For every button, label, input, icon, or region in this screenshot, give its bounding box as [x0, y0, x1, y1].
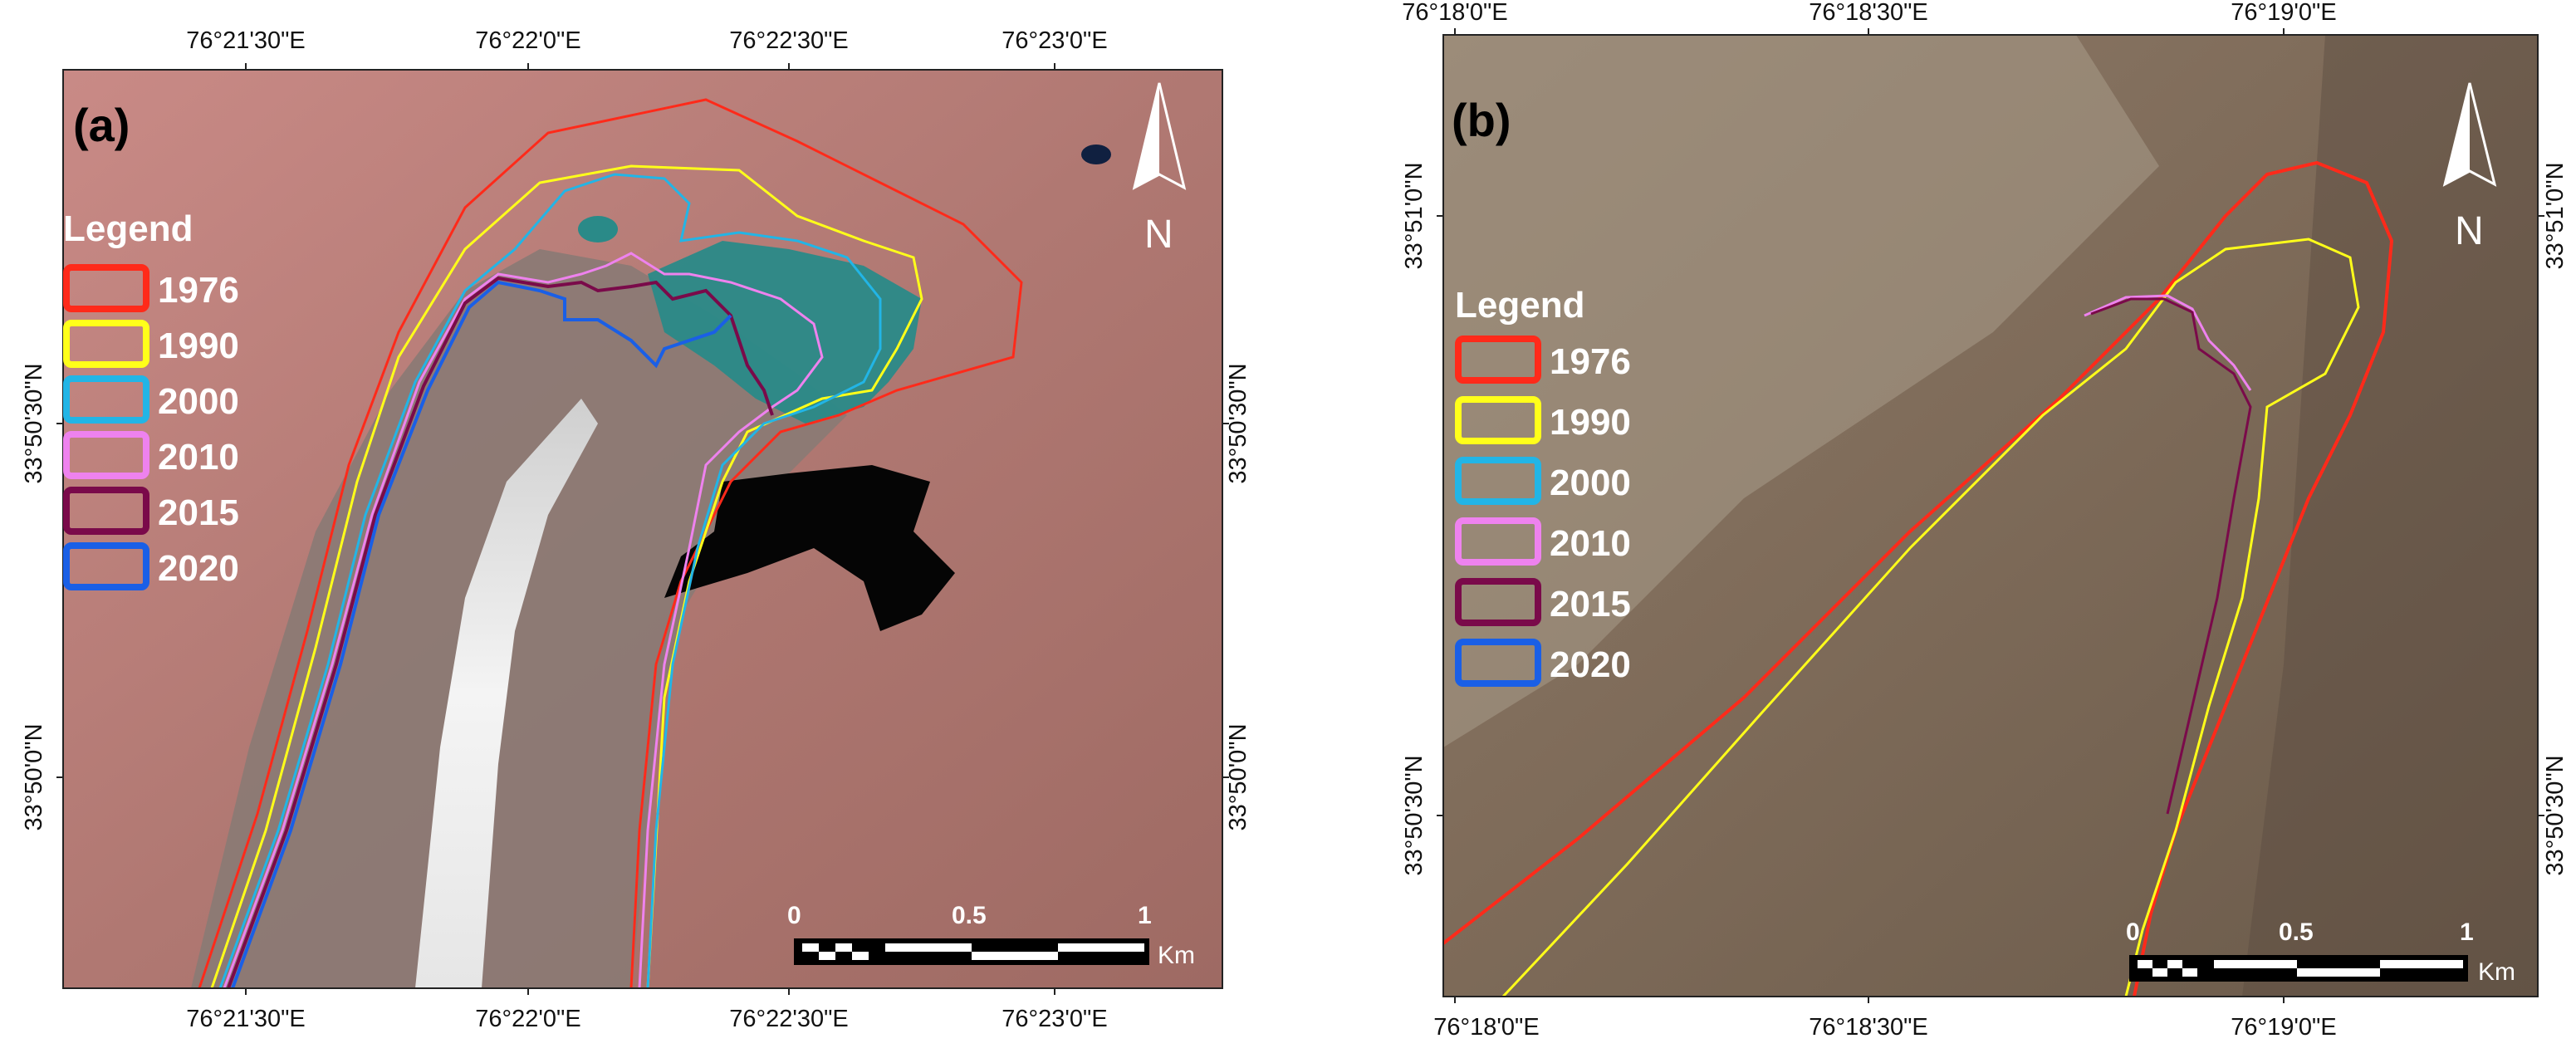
legend-label-1990: 1990	[1550, 402, 1631, 443]
legend-label-2000: 2000	[1550, 463, 1631, 503]
panel-a-shadow	[664, 465, 955, 631]
panel-a-snow-streak	[415, 399, 598, 988]
panel-b-legend: Legend 1976 1990 2000 2010 2015 2020	[1455, 285, 1631, 687]
panel-a-legend: Legend 1976 1990 2000 2010 2015 2020	[63, 208, 239, 590]
panel-a-bottom-tick-3: 76°22'30"E	[729, 1006, 849, 1032]
panel-b-top-tick-3: 76°19'0"E	[2231, 0, 2336, 26]
panel-b-label: (b)	[1452, 94, 1511, 146]
legend-label-2020: 2020	[1550, 644, 1631, 685]
panel-a-left-tick-2: 33°50'0"N	[21, 723, 47, 830]
outline-2010	[2084, 294, 2252, 391]
outline-2000	[218, 173, 882, 989]
legend-swatch-2015	[1455, 578, 1541, 626]
legend-swatch-1990	[1455, 396, 1541, 444]
legend-swatch-2010	[1455, 517, 1541, 566]
panel-a-small-lake-left	[578, 216, 618, 242]
legend-label-2015: 2015	[158, 492, 239, 533]
panel-a-top-tick-1: 76°21'30"E	[186, 27, 306, 54]
outline-1976	[1442, 160, 2394, 997]
panel-b-scale-bar: 0 0.5 1 Km	[2126, 918, 2515, 986]
panel-b-scale-unit: Km	[2478, 958, 2515, 986]
panel-b-bottom-tick-1: 76°18'0"E	[1433, 1014, 1539, 1041]
panel-a-label: (a)	[73, 99, 130, 151]
legend-swatch-2020	[63, 542, 149, 590]
legend-swatch-2020	[1455, 639, 1541, 687]
legend-swatch-1976	[63, 264, 149, 312]
panel-a-top-tick-2: 76°22'0"E	[475, 27, 580, 54]
panel-b-scale-1: 1	[2460, 918, 2474, 946]
panel-a-scale-0-5: 0.5	[952, 902, 987, 929]
legend-label-2010: 2010	[158, 437, 239, 478]
panel-b-glacier-outlines	[1442, 160, 2394, 998]
panel-b-scale-0-5: 0.5	[2279, 918, 2314, 946]
panel-a-scale-0: 0	[787, 902, 801, 929]
panel-a-bottom-tick-4: 76°23'0"E	[1002, 1006, 1107, 1032]
panel-a-bottom-tick-2: 76°22'0"E	[475, 1006, 580, 1032]
panel-b-scale-0: 0	[2126, 918, 2140, 946]
panel-a-scale-1: 1	[1138, 902, 1152, 929]
panel-a-top-tick-4: 76°23'0"E	[1002, 27, 1107, 54]
legend-label-2015: 2015	[1550, 584, 1631, 625]
panel-b-north-label: N	[2455, 209, 2484, 253]
panel-b-map-frame	[1442, 34, 2539, 997]
legend-label-2000: 2000	[158, 381, 239, 422]
panel-a: (a) Legend 1976 1990 2000 2010 2015 2020 N 0 …	[21, 27, 1251, 1032]
panel-b-legend-title: Legend	[1455, 285, 1584, 326]
panel-a-glacier-outlines	[198, 98, 1023, 989]
panel-a-map-frame	[62, 69, 1223, 989]
panel-a-glacier-valley	[191, 249, 847, 988]
panel-b: (b) Legend 1976 1990 2000 2010 2015 2020 N 0 …	[1401, 0, 2569, 1041]
legend-swatch-2000	[63, 375, 149, 424]
legend-label-1990: 1990	[158, 326, 239, 366]
panel-b-left-tick-2: 33°50'30"N	[1401, 755, 1428, 875]
panel-b-top-tick-1: 76°18'0"E	[1402, 0, 1507, 26]
panel-a-scale-bar: 0 0.5 1 Km	[787, 902, 1195, 969]
legend-swatch-1976	[1455, 336, 1541, 384]
panel-a-top-tick-3: 76°22'30"E	[729, 27, 849, 54]
panel-a-right-tick-2: 33°50'0"N	[1225, 723, 1251, 830]
panel-a-bottom-tick-1: 76°21'30"E	[186, 1006, 306, 1032]
legend-swatch-2000	[1455, 457, 1541, 505]
legend-label-2010: 2010	[1550, 523, 1631, 564]
panel-a-proglacial-lake	[648, 241, 922, 424]
panel-a-left-tick-1: 33°50'30"N	[21, 363, 47, 483]
panel-b-ticks	[1437, 28, 2544, 1003]
outline-1990	[1501, 238, 2360, 998]
panel-a-ticks	[56, 63, 1229, 995]
panel-b-dark-area	[2242, 35, 2538, 997]
panel-a-small-pond	[1081, 144, 1111, 164]
legend-swatch-1990	[63, 320, 149, 368]
panel-a-legend-title: Legend	[63, 208, 193, 249]
outline-2010	[223, 252, 824, 989]
panel-b-bottom-tick-3: 76°19'0"E	[2231, 1014, 2336, 1041]
legend-swatch-2010	[63, 431, 149, 479]
panel-b-bottom-tick-2: 76°18'30"E	[1809, 1014, 1928, 1041]
outline-2015	[227, 276, 774, 989]
panel-a-scale-unit: Km	[1158, 942, 1195, 969]
outline-2015	[2090, 297, 2252, 815]
legend-label-2020: 2020	[158, 548, 239, 589]
panel-b-north-arrow: N	[2442, 82, 2497, 253]
panel-b-left-tick-1: 33°51'0"N	[1401, 162, 1428, 269]
panel-b-top-tick-2: 76°18'30"E	[1809, 0, 1928, 26]
panel-b-right-tick-1: 33°51'0"N	[2542, 162, 2569, 269]
panel-a-north-label: N	[1144, 213, 1173, 257]
legend-swatch-2015	[63, 487, 149, 535]
panel-a-north-arrow: N	[1132, 82, 1187, 257]
panel-b-light-area	[1443, 35, 2159, 747]
legend-label-1976: 1976	[158, 270, 239, 311]
panel-a-right-tick-1: 33°50'30"N	[1225, 363, 1251, 483]
outline-2020	[231, 280, 732, 989]
panel-b-right-tick-2: 33°50'30"N	[2542, 755, 2569, 875]
outline-1990	[210, 164, 923, 989]
legend-label-1976: 1976	[1550, 341, 1631, 382]
